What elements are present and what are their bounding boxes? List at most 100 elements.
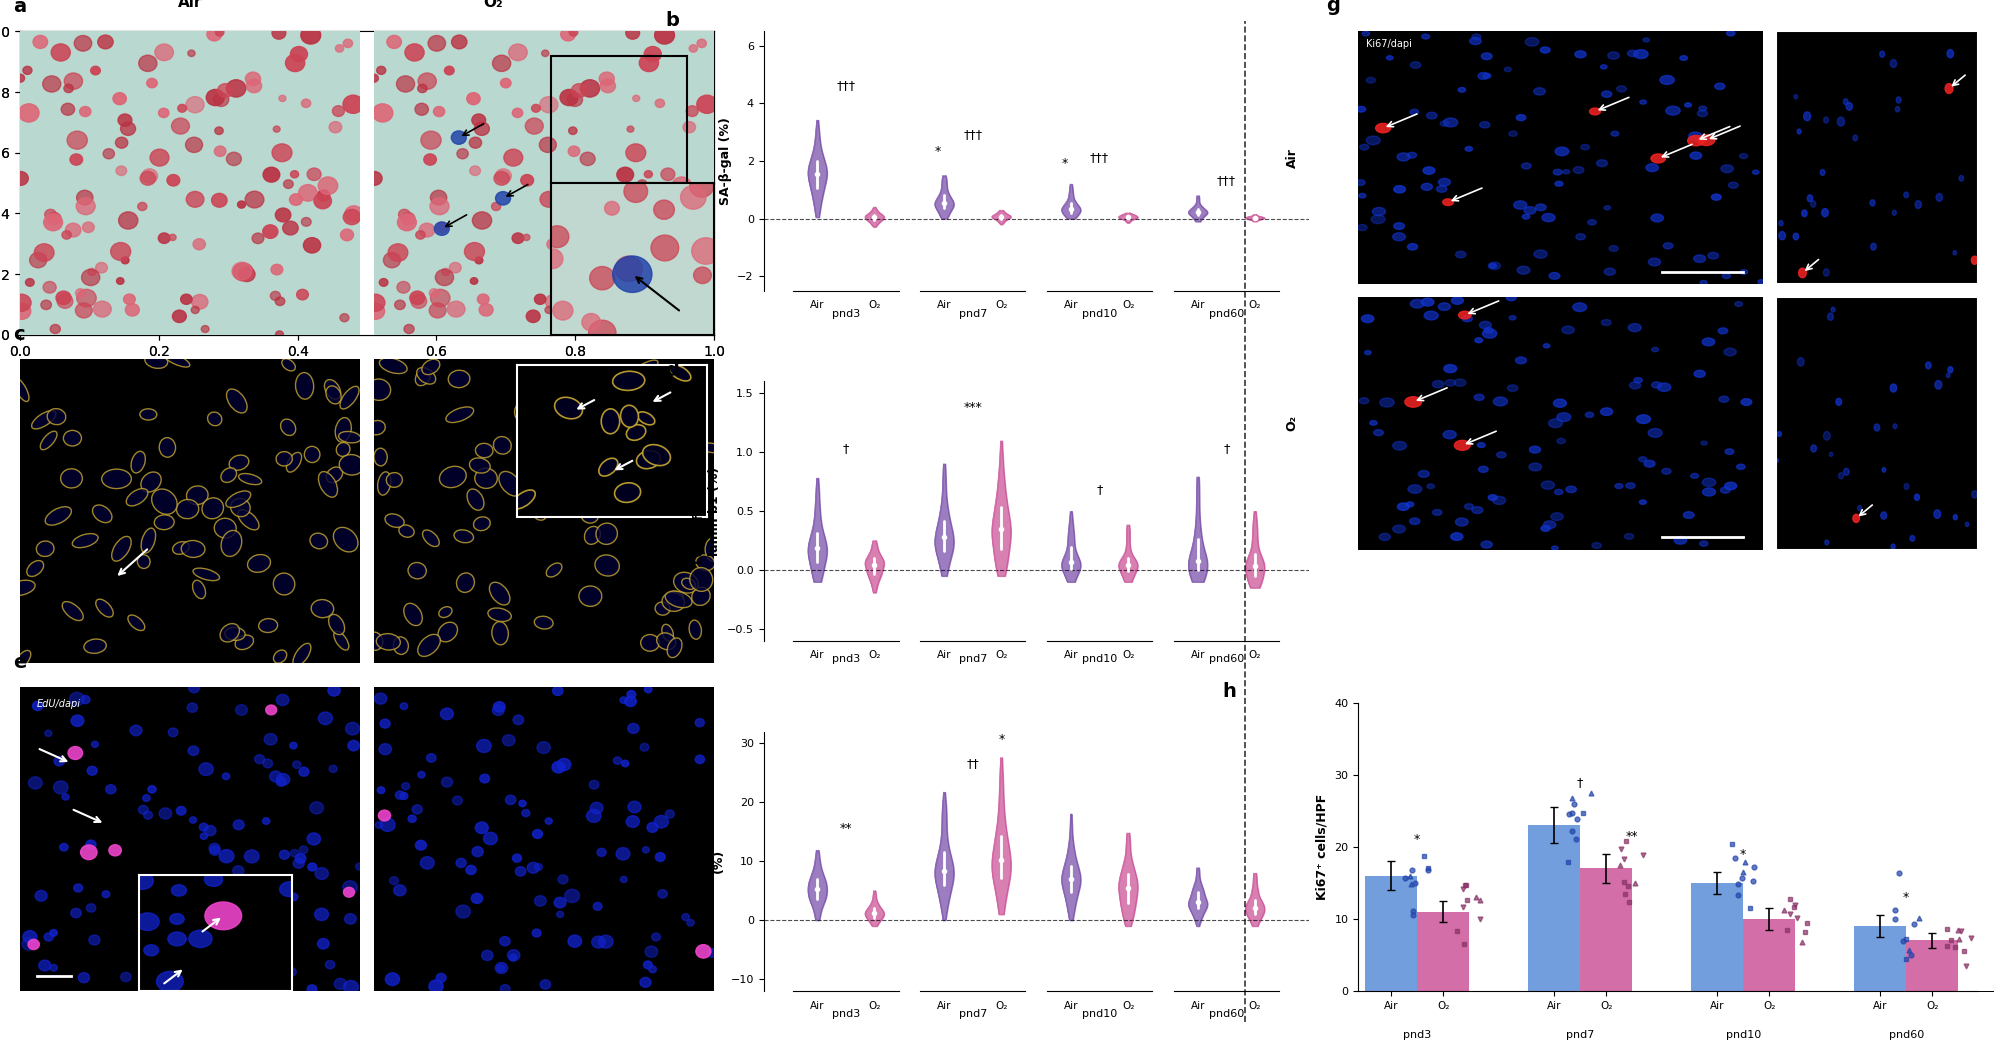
Ellipse shape [681, 374, 699, 388]
Circle shape [697, 95, 717, 114]
Circle shape [501, 78, 511, 88]
Circle shape [76, 289, 86, 297]
Circle shape [412, 294, 428, 309]
Circle shape [1590, 108, 1600, 115]
Circle shape [707, 948, 717, 957]
Circle shape [1644, 460, 1654, 467]
Circle shape [186, 138, 202, 152]
Circle shape [525, 310, 539, 322]
Circle shape [76, 289, 96, 307]
Circle shape [86, 903, 96, 913]
Circle shape [452, 796, 462, 805]
Text: b: b [665, 11, 679, 30]
Circle shape [442, 268, 450, 275]
Circle shape [515, 867, 525, 876]
Circle shape [428, 35, 446, 51]
Circle shape [1437, 186, 1447, 192]
Circle shape [296, 289, 308, 299]
Circle shape [402, 782, 410, 790]
Circle shape [1574, 51, 1586, 57]
Circle shape [76, 198, 96, 215]
Circle shape [1882, 467, 1886, 472]
Ellipse shape [476, 443, 494, 458]
Circle shape [1548, 272, 1560, 280]
Ellipse shape [318, 471, 338, 498]
Circle shape [140, 171, 156, 186]
Ellipse shape [404, 603, 422, 626]
Circle shape [1948, 367, 1952, 372]
Circle shape [1660, 75, 1674, 84]
Circle shape [639, 977, 651, 988]
Circle shape [599, 79, 615, 93]
Circle shape [1554, 181, 1562, 187]
Circle shape [1433, 509, 1443, 515]
Circle shape [238, 201, 246, 209]
Circle shape [627, 126, 633, 132]
Circle shape [330, 122, 342, 132]
Circle shape [396, 76, 416, 92]
Circle shape [168, 174, 180, 186]
Circle shape [70, 908, 82, 918]
Circle shape [420, 223, 436, 237]
Circle shape [1524, 38, 1538, 46]
Circle shape [1361, 144, 1369, 150]
Circle shape [559, 90, 577, 105]
Circle shape [1367, 77, 1375, 83]
Circle shape [494, 171, 509, 186]
Circle shape [366, 304, 386, 319]
Circle shape [1808, 195, 1812, 201]
Circle shape [32, 701, 42, 710]
Circle shape [70, 154, 82, 165]
Circle shape [300, 846, 308, 854]
Circle shape [458, 149, 468, 159]
Ellipse shape [304, 446, 320, 462]
Circle shape [1459, 311, 1471, 319]
Circle shape [1614, 484, 1622, 488]
Circle shape [420, 856, 434, 869]
Ellipse shape [62, 602, 84, 621]
Circle shape [456, 858, 466, 868]
Circle shape [492, 55, 511, 72]
Text: g: g [1327, 0, 1341, 15]
Text: pnd10: pnd10 [1726, 1029, 1760, 1040]
Circle shape [667, 193, 685, 209]
Circle shape [643, 47, 661, 62]
Text: *: * [935, 145, 941, 159]
Circle shape [545, 818, 551, 824]
Circle shape [200, 986, 208, 992]
Circle shape [118, 114, 132, 126]
Ellipse shape [324, 380, 340, 399]
Circle shape [1427, 484, 1435, 488]
Ellipse shape [84, 639, 106, 653]
Circle shape [1433, 381, 1445, 388]
Circle shape [569, 28, 577, 37]
Circle shape [30, 252, 46, 268]
Circle shape [1844, 468, 1850, 476]
Circle shape [288, 968, 296, 976]
Ellipse shape [456, 573, 474, 592]
Circle shape [396, 300, 406, 310]
Circle shape [72, 715, 84, 726]
Circle shape [1740, 270, 1748, 274]
Circle shape [108, 845, 122, 856]
Circle shape [1528, 463, 1542, 470]
Circle shape [1714, 83, 1724, 90]
Ellipse shape [545, 563, 561, 577]
Circle shape [1934, 510, 1940, 518]
Circle shape [1642, 38, 1650, 42]
Ellipse shape [238, 474, 262, 485]
Circle shape [300, 768, 310, 776]
Ellipse shape [154, 515, 174, 530]
Circle shape [643, 171, 653, 178]
Circle shape [158, 108, 170, 118]
Ellipse shape [334, 528, 358, 552]
Circle shape [200, 833, 208, 840]
Ellipse shape [338, 432, 362, 443]
Circle shape [146, 78, 158, 88]
Circle shape [172, 310, 186, 322]
Ellipse shape [488, 608, 511, 622]
Ellipse shape [208, 412, 222, 426]
Circle shape [567, 146, 579, 156]
Circle shape [252, 233, 264, 244]
Circle shape [1904, 483, 1908, 489]
